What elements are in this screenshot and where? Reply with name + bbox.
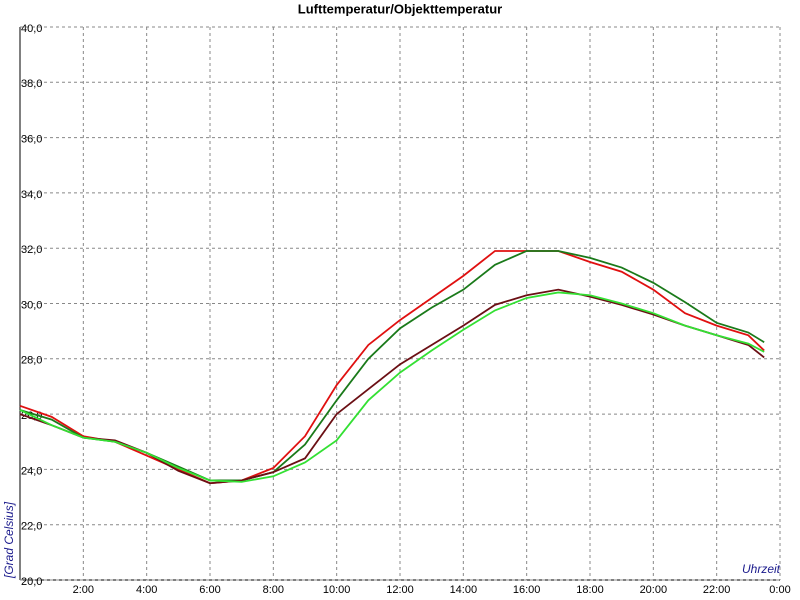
y-axis-label: [Grad Celsius] [2, 501, 16, 579]
y-tick-label: 32,0 [21, 244, 42, 256]
x-tick-label: 0:00 [769, 584, 790, 596]
x-tick-label: 22:00 [703, 584, 731, 596]
x-tick-label: 6:00 [199, 584, 220, 596]
series-line [19, 291, 765, 483]
y-tick-label: 30,0 [21, 299, 42, 311]
x-tick-label: 10:00 [323, 584, 351, 596]
x-tick-label: 8:00 [263, 584, 284, 596]
x-axis-label: Uhrzeit [742, 562, 781, 576]
x-tick-label: 14:00 [450, 584, 478, 596]
y-tick-label: 28,0 [21, 355, 42, 367]
y-tick-label: 36,0 [21, 134, 42, 146]
y-tick-label: 40,0 [21, 23, 42, 35]
y-tick-label: 22,0 [21, 521, 42, 533]
y-tick-label: 34,0 [21, 189, 42, 201]
x-tick-label: 16:00 [513, 584, 541, 596]
x-tick-label: 12:00 [386, 584, 414, 596]
y-tick-label: 24,0 [21, 465, 42, 477]
x-tick-label: 2:00 [73, 584, 94, 596]
x-tick-label: 20:00 [640, 584, 668, 596]
series-line [19, 288, 765, 485]
y-tick-label: 20,0 [21, 576, 42, 588]
chart-title: Lufttemperatur/Objekttemperatur [298, 1, 502, 16]
y-tick-label: 38,0 [21, 78, 42, 90]
x-tick-label: 4:00 [136, 584, 157, 596]
x-tick-label: 18:00 [576, 584, 604, 596]
series-line [19, 250, 765, 485]
